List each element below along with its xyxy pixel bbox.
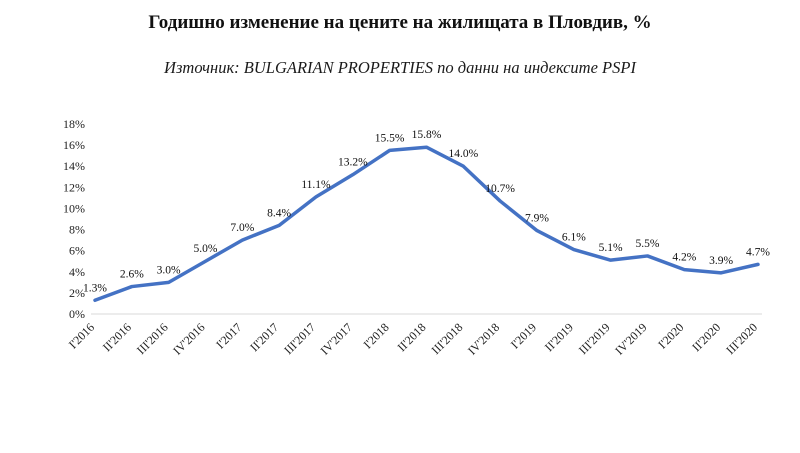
data-label: 3.9% <box>709 254 733 266</box>
x-tick-label: IV'2016 <box>170 320 207 357</box>
x-tick-label: III'2018 <box>429 320 466 357</box>
data-label: 7.0% <box>230 222 254 234</box>
data-label: 8.4% <box>267 207 291 219</box>
x-tick-label: II'2020 <box>689 320 723 354</box>
chart-title: Годишно изменение на цените на жилищата … <box>148 12 652 33</box>
data-label: 11.1% <box>301 178 331 190</box>
x-tick-label: III'2016 <box>134 320 171 357</box>
data-label: 13.2% <box>338 156 368 168</box>
y-tick-label: 8% <box>69 222 85 236</box>
data-label: 7.9% <box>525 212 549 224</box>
y-tick-label: 18% <box>63 117 85 131</box>
x-tick-label: I'2018 <box>361 320 392 351</box>
data-label: 4.2% <box>672 251 696 263</box>
x-tick-label: III'2019 <box>576 320 613 357</box>
y-tick-label: 10% <box>63 201 85 215</box>
data-label: 14.0% <box>448 148 478 160</box>
y-tick-label: 2% <box>69 286 85 300</box>
x-tick-label: II'2018 <box>395 320 429 354</box>
data-label: 6.1% <box>562 231 586 243</box>
data-label: 15.5% <box>375 132 405 144</box>
x-tick-label: III'2020 <box>723 320 760 357</box>
y-tick-label: 12% <box>63 180 85 194</box>
data-label: 2.6% <box>120 268 144 280</box>
x-tick-label: II'2017 <box>247 320 281 354</box>
y-tick-label: 16% <box>63 138 85 152</box>
data-label: 3.0% <box>157 264 181 276</box>
chart-subtitle: Източник: BULGARIAN PROPERTIES по данни … <box>164 57 636 77</box>
data-label: 4.7% <box>746 246 770 258</box>
data-label: 10.7% <box>485 183 515 195</box>
x-tick-label: IV'2018 <box>465 320 502 357</box>
x-tick-label: II'2019 <box>542 320 576 354</box>
data-label: 1.3% <box>83 282 107 294</box>
y-tick-label: 6% <box>69 243 85 257</box>
line-chart: 0%2%4%6%8%10%12%14%16%18%I'2016 II'2016 II… <box>63 117 770 358</box>
x-tick-label: IV'2019 <box>612 320 649 357</box>
series-line <box>93 145 760 302</box>
y-tick-label: 0% <box>69 307 85 321</box>
data-label: 5.1% <box>599 242 623 254</box>
x-tick-label: I'2019 <box>508 320 539 351</box>
x-tick-label: I'2020 <box>655 320 686 351</box>
data-label: 5.5% <box>636 238 660 250</box>
y-tick-label: 14% <box>63 159 85 173</box>
data-label: 15.8% <box>412 129 442 141</box>
data-label: 5.0% <box>194 243 218 255</box>
y-tick-label: 4% <box>69 264 85 278</box>
x-tick-label: II'2016 <box>100 320 134 354</box>
x-tick-label: III'2017 <box>281 320 318 357</box>
x-tick-label: IV'2017 <box>318 320 355 357</box>
x-tick-label: I'2016 <box>66 320 97 351</box>
x-tick-label: I'2017 <box>213 320 244 351</box>
